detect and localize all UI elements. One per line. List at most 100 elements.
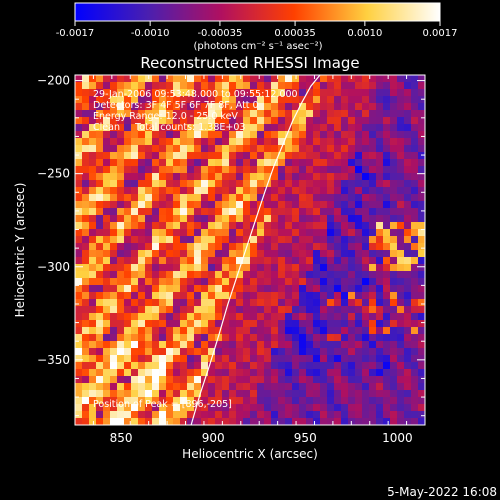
heatmap-cell [411, 138, 419, 146]
heatmap-cell [341, 264, 349, 272]
heatmap-cell [96, 355, 104, 363]
heatmap-cell [397, 292, 405, 300]
heatmap-cell [124, 257, 132, 265]
heatmap-cell [418, 124, 425, 132]
heatmap-cell [320, 152, 328, 160]
heatmap-cell [166, 243, 174, 251]
heatmap-cell [89, 397, 97, 405]
heatmap-cell [264, 271, 272, 279]
heatmap-cell [215, 82, 223, 90]
heatmap-cell [194, 75, 202, 83]
heatmap-cell [243, 355, 251, 363]
heatmap-cell [89, 138, 97, 146]
colorbar: -0.0017 -0.0010 -0.00035 0.00035 0.0010 0.001… [56, 2, 458, 52]
heatmap-cell [236, 243, 244, 251]
heatmap-cell [236, 257, 244, 265]
heatmap-cell [250, 376, 258, 384]
heatmap-cell [131, 257, 139, 265]
heatmap-cell [159, 124, 167, 132]
heatmap-cell [159, 166, 167, 174]
heatmap-cell [404, 362, 412, 370]
heatmap-cell [341, 383, 349, 391]
heatmap-cell [418, 397, 425, 405]
heatmap-cell [383, 278, 391, 286]
heatmap-cell [418, 369, 425, 377]
heatmap-cell [299, 166, 307, 174]
heatmap-cell [194, 117, 202, 125]
heatmap-cell [334, 327, 342, 335]
heatmap-cell [404, 215, 412, 223]
heatmap-cell [285, 320, 293, 328]
heatmap-cell [159, 138, 167, 146]
heatmap-cell [397, 110, 405, 118]
heatmap-cell [327, 131, 335, 139]
heatmap-cell [362, 215, 370, 223]
heatmap-cell [376, 397, 384, 405]
heatmap-cell [194, 103, 202, 111]
heatmap-cell [82, 103, 90, 111]
heatmap-cell [208, 390, 216, 398]
heatmap-cell [334, 243, 342, 251]
heatmap-cell [348, 222, 356, 230]
heatmap-cell [194, 264, 202, 272]
heatmap-cell [180, 313, 188, 321]
heatmap-cell [285, 341, 293, 349]
heatmap-cell [299, 159, 307, 167]
heatmap-cell [362, 271, 370, 279]
heatmap-cell [313, 369, 321, 377]
heatmap-cell [124, 320, 132, 328]
heatmap-cell [180, 131, 188, 139]
heatmap-cell [390, 264, 398, 272]
heatmap-cell [243, 348, 251, 356]
heatmap-cell [180, 376, 188, 384]
heatmap-cell [201, 243, 209, 251]
heatmap-cell [320, 355, 328, 363]
heatmap-cell [264, 355, 272, 363]
heatmap-cell [222, 341, 230, 349]
heatmap-cell [75, 131, 83, 139]
heatmap-cell [166, 397, 174, 405]
heatmap-cell [390, 159, 398, 167]
heatmap-cell [82, 201, 90, 209]
heatmap-cell [397, 341, 405, 349]
heatmap-cell [257, 341, 265, 349]
heatmap-cell [348, 145, 356, 153]
heatmap-cell [355, 103, 363, 111]
heatmap-cell [348, 82, 356, 90]
heatmap-cell [215, 236, 223, 244]
heatmap-cell [299, 355, 307, 363]
heatmap-cell [404, 75, 412, 83]
heatmap-cell [390, 327, 398, 335]
heatmap-cell [152, 250, 160, 258]
heatmap-cell [152, 152, 160, 160]
heatmap-cell [271, 124, 279, 132]
heatmap-cell [418, 243, 425, 251]
heatmap-cell [166, 355, 174, 363]
heatmap-cell [138, 299, 146, 307]
heatmap-cell [124, 152, 132, 160]
heatmap-cell [334, 215, 342, 223]
heatmap-cell [264, 306, 272, 314]
heatmap-cell [355, 313, 363, 321]
heatmap-cell [341, 418, 349, 425]
heatmap-cell [362, 201, 370, 209]
heatmap-cell [117, 117, 125, 125]
heatmap-cell [194, 299, 202, 307]
heatmap-cell [383, 285, 391, 293]
heatmap-cell [369, 82, 377, 90]
heatmap-cell [75, 334, 83, 342]
heatmap-cell [334, 257, 342, 265]
heatmap-cell [124, 292, 132, 300]
heatmap-cell [383, 124, 391, 132]
heatmap-cell [341, 376, 349, 384]
heatmap-cell [376, 264, 384, 272]
heatmap-cell [152, 138, 160, 146]
heatmap-cell [334, 236, 342, 244]
heatmap-cell [222, 376, 230, 384]
heatmap-cell [355, 159, 363, 167]
heatmap-cell [222, 313, 230, 321]
heatmap-cell [285, 117, 293, 125]
heatmap-cell [89, 236, 97, 244]
heatmap-cell [243, 117, 251, 125]
heatmap-cell [159, 117, 167, 125]
